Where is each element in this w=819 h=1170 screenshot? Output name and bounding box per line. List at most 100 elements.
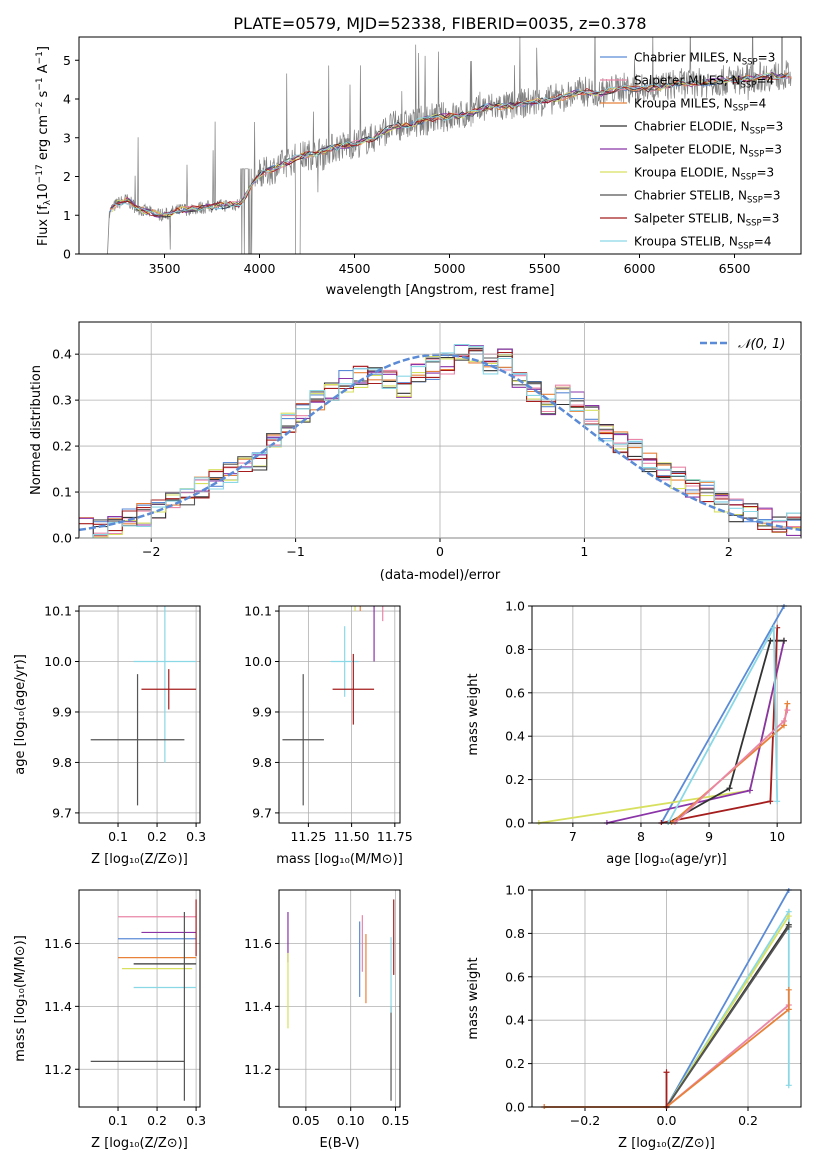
x-tick-label: 4000 [244,261,276,276]
axes-frame [531,605,802,824]
weight-marker [767,798,774,805]
x-tick-label: 0.1 [108,1113,128,1128]
x-tick-label: 11.25 [290,829,326,844]
x-tick-label: 6500 [719,261,751,276]
x-tick-label: 8 [637,829,645,844]
x-tick-label: 3500 [149,261,181,276]
x-tick-label: −0.2 [570,1113,600,1128]
legend-value: =3 [764,143,782,157]
error-bars [287,899,395,1101]
legend-text: Salpeter STELIB, N [634,212,746,226]
x-tick-label: 0.10 [337,1113,365,1128]
error-bars [282,606,384,806]
data-edge [107,211,110,254]
legend-sub: SSP [742,58,758,68]
y-tick-label: 0.2 [505,772,525,787]
weight-lines [535,604,791,825]
x-tick-label: −1 [286,544,304,559]
x-tick-label: 0.2 [147,829,167,844]
y-tick-label: 10.0 [244,654,272,669]
y-tick-label: 0.6 [505,969,525,984]
weight-marker [785,913,792,920]
y-tick-label: 2 [63,169,71,184]
residuals-axes: −2 −1 0 1 2 0.0 0.1 0.2 0.3 0.4 [52,322,801,559]
y-tick-label: 0.0 [505,1100,525,1115]
y-tick-label: 11.2 [44,1062,72,1077]
x-axis-label: Z [log₁₀(Z/Z⊙)] [91,1136,188,1151]
model-line [113,73,790,215]
x-tick-label: 1 [580,544,588,559]
legend-text: Kroupa ELODIE, N [634,166,741,180]
x-tick-label: 5500 [529,261,561,276]
spectrum-xlabel: wavelength [Angstrom, rest frame] [326,283,555,298]
y-axis-label: mass weight [466,673,481,755]
y-tick-label: 0.4 [505,729,525,744]
y-tick-label: 3 [63,130,71,145]
y-tick-label: 1 [63,208,71,223]
y-tick-label: 4 [63,92,71,107]
x-axis-label: Z [log₁₀(Z/Z⊙)] [91,852,188,867]
z-vs-mass-panel: 0.1 0.2 0.3 11.2 11.4 11.6 Z [log₁₀(Z/Z⊙)] mass… [13,889,206,1151]
x-tick-label: 2 [725,544,733,559]
x-tick-label: 0.2 [738,1113,758,1128]
y-tick-label: 11.6 [44,936,72,951]
y-tick-label: 9.9 [52,704,72,719]
legend-value: =3 [756,166,774,180]
mass-vs-age-panel: 11.25 11.50 11.75 9.7 9.8 9.9 10.0 10.1 mass [lo… [244,604,413,867]
legend-sub: SSP [747,196,763,206]
legend-text: Kroupa MILES, N [634,97,733,111]
y-tick-label: 0.3 [52,393,72,408]
x-tick-label: 10 [769,829,785,844]
z-vs-weight-panel: −0.2 0.0 0.2 0.0 0.2 0.4 0.6 0.8 1.0 Z [log₁₀(Z/Z… [466,883,802,1151]
weight-line [667,624,779,824]
y-tick-label: 10.1 [244,604,272,619]
x-axis-label: Z [log₁₀(Z/Z⊙)] [618,1136,715,1151]
weight-line [665,889,790,1108]
legend-text: Salpeter ELODIE, N [634,143,748,157]
spectrum-axes: 3500 4000 4500 5000 5500 6000 6500 0 1 2 3 4 5 [63,53,750,276]
spectrum-axes-frame [78,36,802,255]
spectrum-ylabel: Flux [fλ10−17 erg cm−2 s−1 A−1] [35,46,53,246]
spectrum-plot-area [107,37,792,254]
legend-sub: SSP [746,219,762,229]
y-axis-label: age [log₁₀(age/yr)] [13,654,28,775]
axes-frame [78,889,201,1108]
legend-text: Chabrier STELIB, N [634,189,747,203]
weight-marker [780,637,787,644]
age-vs-weight-panel: 7 8 9 10 0.0 0.2 0.4 0.6 0.8 1.0 age [log₁₀(age/yr… [466,599,802,867]
x-axis-label: age [log₁₀(age/yr)] [606,852,727,867]
y-tick-label: 0.4 [52,347,72,362]
y-tick-label: 1.0 [505,883,525,898]
y-tick-label: 0 [63,247,71,262]
x-tick-label: 11.75 [377,829,413,844]
y-tick-label: 0.8 [505,926,525,941]
legend-value: =4 [756,74,774,88]
y-tick-label: 10.1 [44,604,72,619]
y-tick-label: 9.7 [52,805,72,820]
y-tick-label: 9.8 [52,755,72,770]
legend-label: Salpeter STELIB, NSSP=3 [634,212,779,229]
residuals-panel: −2 −1 0 1 2 0.0 0.1 0.2 0.3 0.4 (data-model)/erro… [29,321,802,583]
x-tick-label: 9 [705,829,713,844]
axes-frame [278,889,401,1108]
weight-marker [774,798,781,805]
weight-marker [726,785,733,792]
x-axis-label: E(B-V) [319,1136,359,1151]
legend-value: =3 [762,212,780,226]
spectrum-panel: 3500 4000 4500 5000 5500 6000 6500 0 1 2 3 4 5 wavel… [35,36,802,298]
y-tick-label: 9.8 [252,755,272,770]
legend-value: =4 [749,97,767,111]
x-tick-label: 0.15 [382,1113,410,1128]
x-tick-label: 0.2 [147,1113,167,1128]
y-tick-label: 11.4 [44,999,72,1014]
x-tick-label: 0.3 [186,1113,206,1128]
weight-marker [785,1006,792,1013]
weight-marker [784,707,791,714]
weight-marker [785,1082,792,1089]
legend-value: =3 [763,189,781,203]
normal-legend-label: 𝒩(0, 1) [738,337,785,352]
legend-sub: SSP [741,173,757,183]
x-tick-label: 0.1 [108,829,128,844]
legend-label: Kroupa MILES, NSSP=4 [634,97,766,114]
legend-label: Salpeter ELODIE, NSSP=3 [634,143,782,160]
